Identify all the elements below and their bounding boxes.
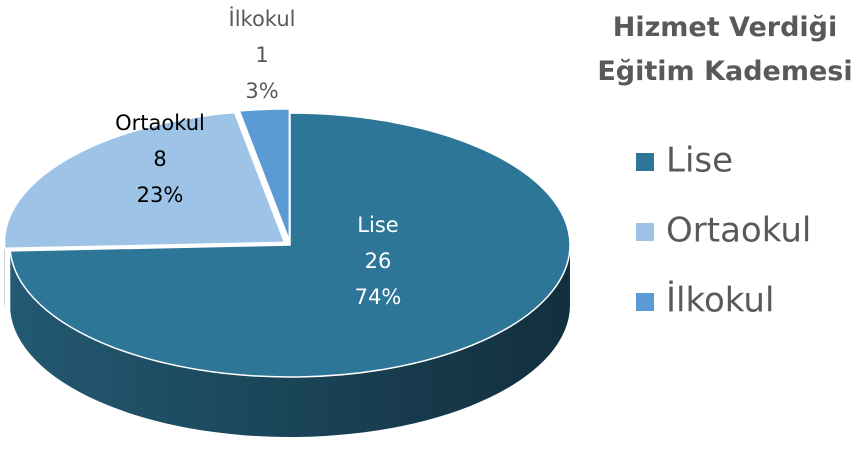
data-label-percent: 3%: [245, 79, 278, 103]
data-label-name: Lise: [357, 213, 398, 237]
slice-side: [10, 245, 571, 438]
legend-label: Ortaokul: [666, 211, 811, 251]
data-label-value: 26: [365, 249, 392, 273]
legend-swatch: [636, 293, 654, 311]
data-label-value: 8: [153, 147, 166, 171]
data-label-name: Ortaokul: [115, 111, 205, 135]
legend-label: İlkokul: [666, 281, 774, 321]
data-label-name: İlkokul: [229, 6, 296, 31]
slice: [238, 108, 291, 242]
legend-swatch: [636, 153, 654, 171]
chart-title: Hizmet Verdiği Eğitim Kademesi: [597, 12, 853, 87]
data-label-percent: 23%: [137, 183, 184, 207]
slice: [9, 112, 571, 378]
legend-swatch: [636, 223, 654, 241]
slice: [3, 111, 286, 250]
legend-label: Lise: [666, 141, 733, 181]
data-label-value: 1: [255, 43, 268, 67]
data-label-percent: 74%: [355, 285, 402, 309]
